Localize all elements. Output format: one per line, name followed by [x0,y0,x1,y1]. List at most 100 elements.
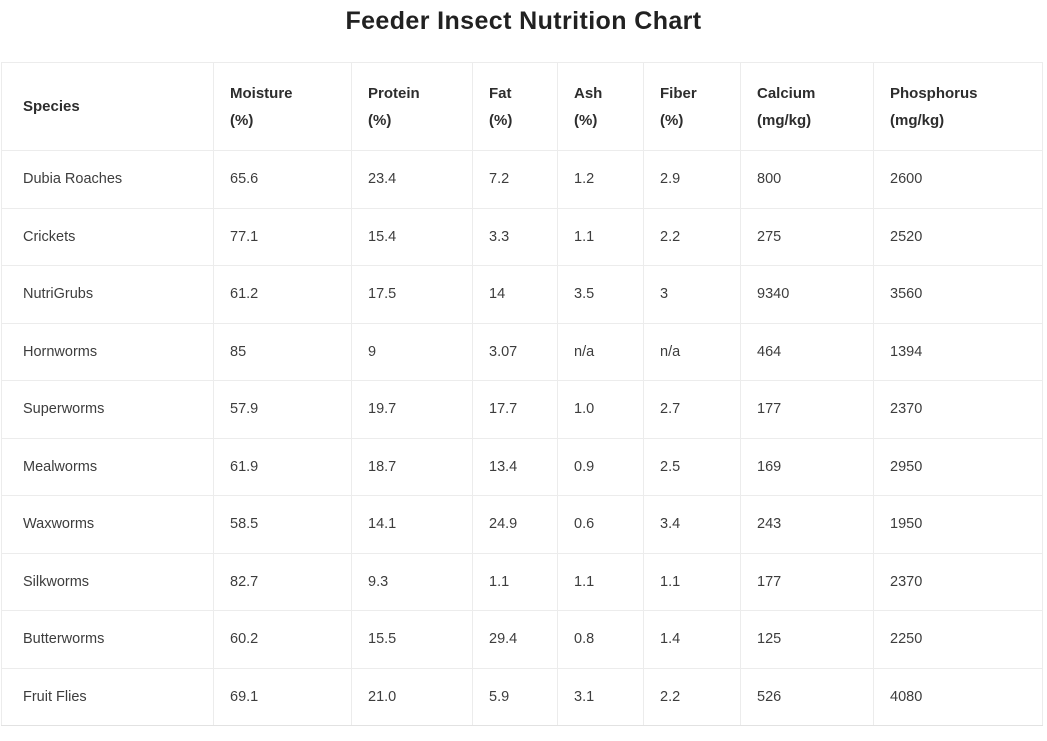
cell-moisture: 61.2 [213,265,352,324]
table-row: Waxworms 58.5 14.1 24.9 0.6 3.4 243 1950 [1,495,1043,554]
cell-moisture: 82.7 [213,552,352,611]
nutrition-table: Species Moisture (%) Protein (%) Fat (%) Ash (%)… [1,62,1043,726]
table-body: Dubia Roaches 65.6 23.4 7.2 1.2 2.9 800 2600 Cri… [1,150,1043,726]
cell-species: Waxworms [1,495,214,554]
page-title: Feeder Insect Nutrition Chart [345,7,702,35]
cell-phosphorus: 2950 [873,437,1043,496]
column-header-phosphorus: Phosphorus (mg/kg) [873,62,1043,151]
cell-fat: 3.07 [472,322,558,381]
cell-moisture: 69.1 [213,667,352,726]
cell-protein: 23.4 [351,150,473,209]
column-header-protein: Protein (%) [351,62,473,151]
column-label: Fat [489,84,512,102]
cell-ash: 3.5 [557,265,644,324]
column-unit: (mg/kg) [890,111,945,129]
table-row: NutriGrubs 61.2 17.5 14 3.5 3 9340 3560 [1,265,1043,324]
cell-moisture: 65.6 [213,150,352,209]
column-header-species: Species [1,62,214,151]
column-unit: (%) [230,111,254,129]
cell-fat: 24.9 [472,495,558,554]
table-row: Dubia Roaches 65.6 23.4 7.2 1.2 2.9 800 2600 [1,150,1043,209]
column-header-fat: Fat (%) [472,62,558,151]
cell-fiber: 1.1 [643,552,741,611]
cell-calcium: 177 [740,552,874,611]
cell-fat: 29.4 [472,610,558,669]
cell-fat: 3.3 [472,207,558,266]
cell-calcium: 275 [740,207,874,266]
cell-calcium: 464 [740,322,874,381]
cell-fiber: 2.2 [643,207,741,266]
cell-phosphorus: 1950 [873,495,1043,554]
column-label: Species [23,98,80,115]
cell-phosphorus: 2250 [873,610,1043,669]
cell-fat: 13.4 [472,437,558,496]
cell-ash: 0.8 [557,610,644,669]
cell-calcium: 800 [740,150,874,209]
cell-phosphorus: 4080 [873,667,1043,726]
cell-moisture: 58.5 [213,495,352,554]
cell-ash: 0.9 [557,437,644,496]
cell-phosphorus: 3560 [873,265,1043,324]
cell-protein: 9.3 [351,552,473,611]
table-row: Crickets 77.1 15.4 3.3 1.1 2.2 275 2520 [1,207,1043,266]
cell-protein: 18.7 [351,437,473,496]
cell-fiber: n/a [643,322,741,381]
cell-species: Dubia Roaches [1,150,214,209]
column-header-fiber: Fiber (%) [643,62,741,151]
column-label: Ash [574,84,603,102]
cell-calcium: 9340 [740,265,874,324]
cell-species: NutriGrubs [1,265,214,324]
cell-moisture: 77.1 [213,207,352,266]
cell-calcium: 243 [740,495,874,554]
cell-species: Fruit Flies [1,667,214,726]
cell-phosphorus: 2370 [873,380,1043,439]
cell-moisture: 61.9 [213,437,352,496]
column-unit: (mg/kg) [757,111,812,129]
cell-fiber: 1.4 [643,610,741,669]
cell-fat: 17.7 [472,380,558,439]
cell-protein: 14.1 [351,495,473,554]
cell-phosphorus: 2520 [873,207,1043,266]
cell-fiber: 3.4 [643,495,741,554]
cell-fat: 14 [472,265,558,324]
table-row: Mealworms 61.9 18.7 13.4 0.9 2.5 169 2950 [1,437,1043,496]
cell-moisture: 57.9 [213,380,352,439]
header-row: Species Moisture (%) Protein (%) Fat (%) Ash (%)… [1,62,1043,151]
column-label: Fiber [660,84,697,102]
cell-species: Superworms [1,380,214,439]
column-header-calcium: Calcium (mg/kg) [740,62,874,151]
column-unit: (%) [574,111,598,129]
cell-moisture: 60.2 [213,610,352,669]
cell-species: Butterworms [1,610,214,669]
column-header-ash: Ash (%) [557,62,644,151]
cell-protein: 17.5 [351,265,473,324]
cell-species: Mealworms [1,437,214,496]
cell-fiber: 2.7 [643,380,741,439]
table-header: Species Moisture (%) Protein (%) Fat (%) Ash (%)… [1,62,1043,151]
table-row: Silkworms 82.7 9.3 1.1 1.1 1.1 177 2370 [1,552,1043,611]
cell-protein: 15.4 [351,207,473,266]
cell-calcium: 125 [740,610,874,669]
cell-ash: 1.2 [557,150,644,209]
column-unit: (%) [489,111,513,129]
cell-phosphorus: 1394 [873,322,1043,381]
cell-ash: 3.1 [557,667,644,726]
cell-fiber: 3 [643,265,741,324]
cell-fiber: 2.5 [643,437,741,496]
column-label: Moisture [230,84,293,102]
cell-species: Silkworms [1,552,214,611]
cell-fiber: 2.9 [643,150,741,209]
table-row: Butterworms 60.2 15.5 29.4 0.8 1.4 125 2250 [1,610,1043,669]
cell-fiber: 2.2 [643,667,741,726]
cell-fat: 5.9 [472,667,558,726]
cell-protein: 19.7 [351,380,473,439]
table-row: Hornworms 85 9 3.07 n/a n/a 464 1394 [1,322,1043,381]
cell-protein: 15.5 [351,610,473,669]
table-row: Superworms 57.9 19.7 17.7 1.0 2.7 177 2370 [1,380,1043,439]
cell-phosphorus: 2370 [873,552,1043,611]
cell-ash: n/a [557,322,644,381]
column-header-moisture: Moisture (%) [213,62,352,151]
column-unit: (%) [368,111,392,129]
cell-phosphorus: 2600 [873,150,1043,209]
